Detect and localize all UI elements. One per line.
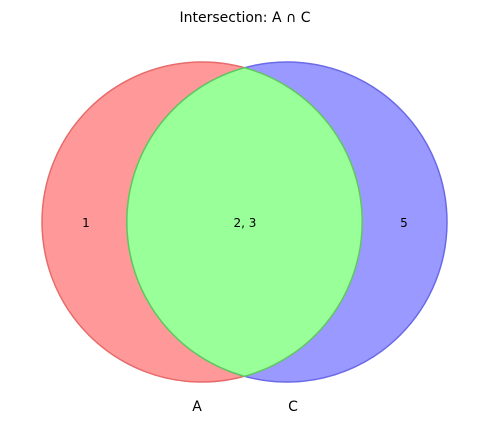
region-intersection-label: 2, 3 [234,216,257,230]
region-a-only-label: 1 [82,216,90,230]
set-a-label: A [192,399,202,415]
intersection-region [127,62,362,382]
set-c-label: C [288,399,298,415]
intersection-outline [126,66,363,378]
region-c-only-label: 5 [400,216,408,230]
diagram-title: Intersection: A ∩ C [180,10,311,26]
